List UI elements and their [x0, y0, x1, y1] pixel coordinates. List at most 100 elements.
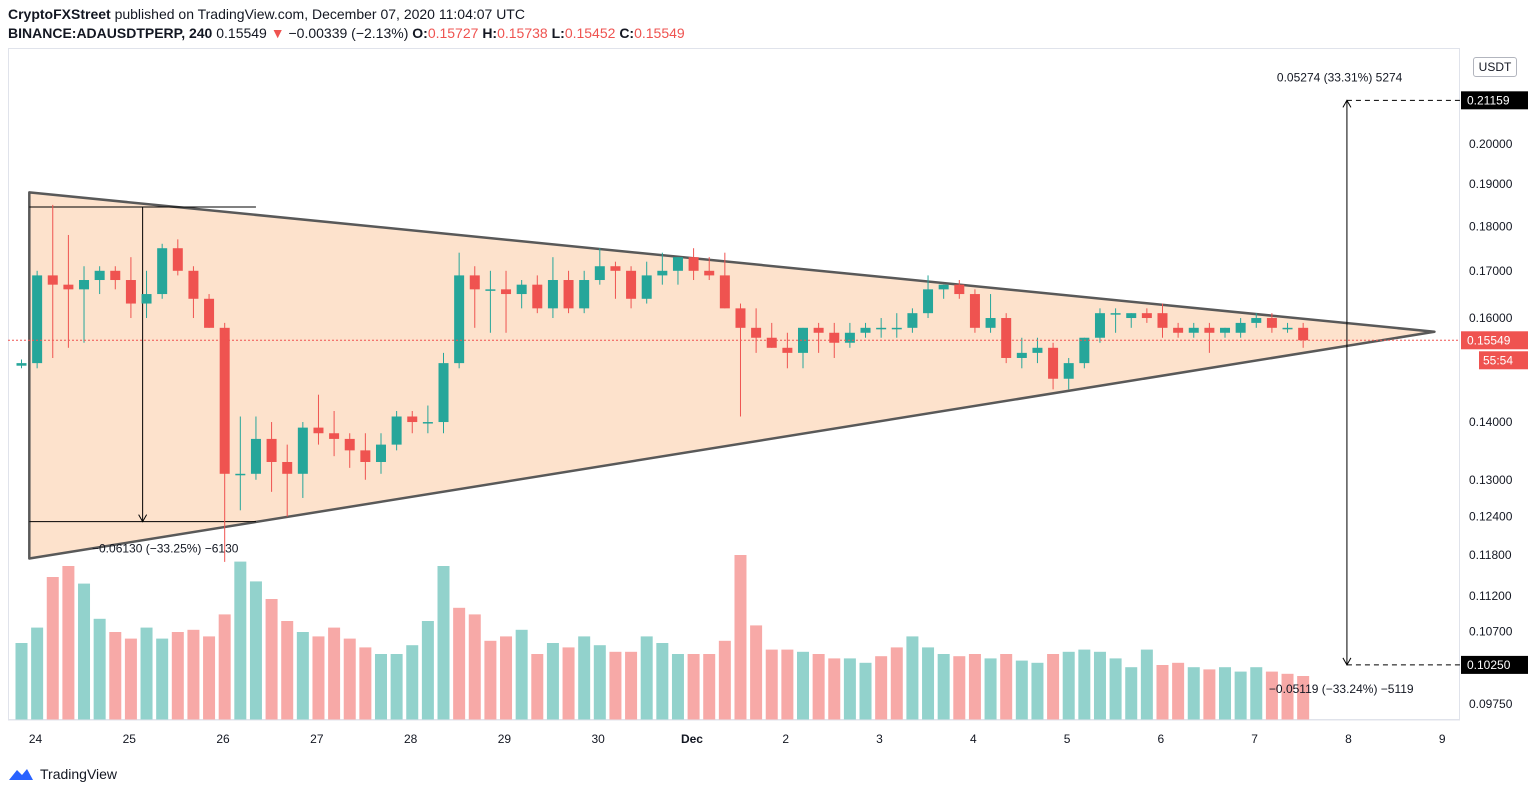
price-change: −0.00339 (−2.13%) [288, 25, 409, 41]
volume-bar [1250, 667, 1263, 720]
volume-bar [1125, 667, 1138, 720]
y-tick-label: 0.20000 [1469, 137, 1513, 151]
candle-body [594, 266, 605, 281]
volume-bar [859, 662, 872, 720]
candle-body [954, 284, 965, 295]
x-tick-label: 6 [1158, 732, 1165, 746]
x-tick-label: 29 [498, 732, 512, 746]
candle-body [469, 275, 480, 290]
volume-bar [343, 638, 356, 720]
candle-body [844, 332, 855, 343]
candle-body [907, 313, 918, 328]
volume-bar [1047, 654, 1060, 720]
volume-bar [62, 566, 75, 720]
candle-body [813, 327, 824, 333]
candle-body [876, 327, 887, 330]
candle-body [266, 438, 277, 462]
candle-body [188, 270, 199, 299]
chart-header: CryptoFXStreet published on TradingView.… [8, 5, 685, 43]
candle-body [141, 294, 152, 304]
volume-bar [1219, 667, 1232, 720]
candle-body [657, 270, 668, 276]
currency-button[interactable]: USDT [1473, 57, 1517, 77]
candle-body [1016, 352, 1027, 358]
volume-bar [671, 654, 684, 720]
volume-bar [515, 629, 528, 720]
volume-bar [359, 647, 372, 720]
candle-body [63, 284, 74, 290]
volume-bar [484, 640, 497, 720]
last-price: 0.15549 [216, 25, 267, 41]
volume-bar [1234, 671, 1247, 720]
candle-body [1141, 313, 1152, 319]
volume-bar [1156, 665, 1169, 720]
candle-body [79, 280, 90, 290]
volume-bar [546, 643, 559, 720]
candle-body [719, 275, 730, 309]
candle-body [1266, 318, 1277, 328]
volume-bar [750, 625, 763, 720]
y-tick-label: 0.12400 [1469, 510, 1513, 524]
volume-bar [1203, 669, 1216, 720]
y-tick-label: 0.10700 [1469, 624, 1513, 638]
high-value: 0.15738 [497, 25, 548, 41]
volume-bar [500, 636, 513, 720]
x-tick-label: 28 [404, 732, 418, 746]
volume-bar [374, 654, 387, 720]
candle-body [579, 280, 590, 309]
volume-bar [734, 555, 747, 720]
candle-body [1235, 322, 1246, 333]
volume-bar [578, 636, 591, 720]
volume-bar [593, 645, 606, 720]
candle-body [751, 327, 762, 338]
candle-body [360, 450, 371, 462]
candle-body [485, 289, 496, 291]
volume-bar [797, 651, 809, 720]
volume-bar [781, 649, 794, 720]
x-tick-label: 2 [782, 732, 789, 746]
candle-body [1204, 327, 1215, 333]
candle-body [172, 248, 183, 271]
y-tick-label: 0.17000 [1469, 264, 1513, 278]
volume-bar [187, 629, 200, 720]
y-tick-label: 0.19000 [1469, 177, 1513, 191]
candle-body [313, 427, 324, 434]
current-price-tag: 0.15549 [1467, 333, 1511, 347]
candle-body [1094, 313, 1105, 338]
candle-body [704, 270, 715, 276]
open-label: O: [412, 25, 428, 41]
volume-bar [718, 640, 731, 720]
publisher-name[interactable]: CryptoFXStreet [8, 6, 111, 22]
x-tick-label: 5 [1064, 732, 1071, 746]
current-price-tag-bg [1461, 331, 1528, 350]
volume-bar [78, 583, 91, 720]
chart-canvas[interactable]: −0.06130 (−33.25%) −6130 0.05274 (33.31%)… [0, 0, 1536, 760]
volume-bar [968, 654, 981, 720]
tradingview-brand[interactable]: TradingView [40, 766, 118, 782]
y-tick-label: 0.11200 [1469, 589, 1512, 603]
candle-body [563, 280, 574, 309]
volume-bar [640, 636, 653, 720]
symbol-name[interactable]: BINANCE:ADAUSDTPERP, 240 [8, 25, 213, 41]
volume-bar [1109, 658, 1122, 720]
volume-bar [421, 621, 434, 720]
volume-bar [953, 656, 966, 720]
candle-body [1220, 327, 1231, 333]
volume-bar [703, 654, 716, 720]
candle-body [798, 327, 808, 353]
candle-body [547, 280, 558, 309]
candle-body [516, 284, 527, 295]
target-high-tag-bg [1461, 91, 1528, 110]
candle-body [688, 257, 699, 271]
x-tick-label: 4 [970, 732, 977, 746]
candle-body [891, 327, 902, 330]
tradingview-logo-icon [9, 769, 33, 780]
x-tick-label: 7 [1251, 732, 1258, 746]
x-tick-label: 27 [310, 732, 324, 746]
candle-body [1063, 363, 1074, 379]
y-tick-label: 0.13000 [1469, 473, 1513, 487]
publish-line: CryptoFXStreet published on TradingView.… [8, 5, 685, 24]
target-low-tag-bg [1461, 655, 1528, 674]
high-label: H: [482, 25, 498, 41]
volume-bar [875, 656, 888, 720]
